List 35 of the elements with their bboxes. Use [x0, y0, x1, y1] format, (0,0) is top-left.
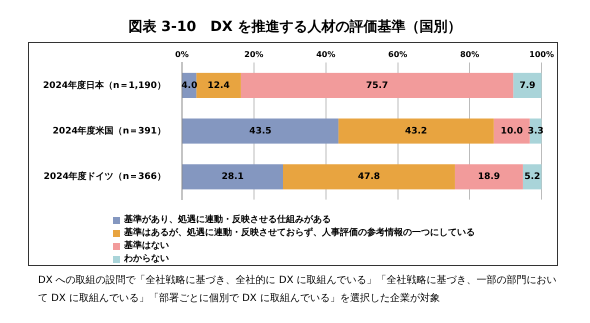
- x-tick-label: 100%: [529, 50, 554, 59]
- legend-label: 基準はない: [124, 240, 169, 253]
- data-label: 7.9: [519, 80, 536, 91]
- y-tick-label: 2024年度米国（n＝391）: [52, 125, 166, 136]
- data-label: 10.0: [500, 126, 523, 136]
- y-tick-label: 2024年度ドイツ（n＝366）: [44, 171, 166, 182]
- bar: [513, 72, 542, 98]
- data-label: 3.3: [528, 126, 544, 136]
- data-label: 18.9: [478, 172, 500, 182]
- bar: [494, 118, 530, 144]
- data-label: 43.2: [404, 126, 428, 136]
- bar: [454, 164, 523, 190]
- bar: [240, 72, 514, 98]
- legend-label: 基準があり、処遇に連動・反映させる仕組みがある: [124, 214, 331, 227]
- data-label: 75.7: [366, 80, 388, 91]
- x-tick-label: 80%: [460, 50, 480, 59]
- x-tick-label: 60%: [388, 50, 408, 59]
- data-label: 47.8: [358, 172, 380, 182]
- x-tick-label: 40%: [316, 50, 336, 59]
- data-label: 28.1: [222, 172, 244, 182]
- bar: [182, 118, 338, 144]
- legend-label: わからない: [124, 253, 169, 266]
- data-label: 5.2: [524, 172, 540, 182]
- bar: [196, 72, 241, 98]
- data-label: 12.4: [208, 80, 230, 91]
- text: DX への取組の設問で「全社戦略に基づき、全社的に DX に取組んでいる」「全社戦略に基づき、一部の部門において DX に取組んでいる」「部署ごとに個別で DX に取組んでいる」を選択した企業が対象: [38, 274, 558, 306]
- chart-title: 図表 3-10 DX を推進する人材の評価基準（国別）: [127, 18, 463, 36]
- x-tick-label: 0%: [175, 50, 189, 59]
- bar: [338, 118, 494, 144]
- legend-label: 基準はあるが、処遇に連動・反映させておらず、人事評価の参考情報の一つにしている: [124, 227, 475, 240]
- bar: [283, 164, 455, 190]
- data-label: 43.5: [249, 126, 272, 136]
- bar: [182, 164, 284, 190]
- x-tick-label: 20%: [244, 50, 264, 59]
- y-tick-label: 2024年度日本（n＝1,190）: [42, 80, 166, 91]
